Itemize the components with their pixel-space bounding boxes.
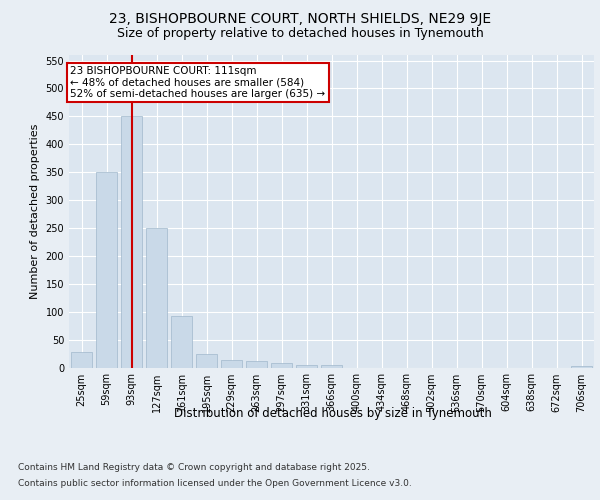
Text: 23 BISHOPBOURNE COURT: 111sqm
← 48% of detached houses are smaller (584)
52% of : 23 BISHOPBOURNE COURT: 111sqm ← 48% of d… <box>70 66 325 100</box>
Y-axis label: Number of detached properties: Number of detached properties <box>30 124 40 299</box>
Text: Distribution of detached houses by size in Tynemouth: Distribution of detached houses by size … <box>174 408 492 420</box>
Text: Size of property relative to detached houses in Tynemouth: Size of property relative to detached ho… <box>116 28 484 40</box>
Bar <box>571 366 592 368</box>
Bar <box>271 363 292 368</box>
Bar <box>96 172 117 368</box>
Text: Contains HM Land Registry data © Crown copyright and database right 2025.: Contains HM Land Registry data © Crown c… <box>18 464 370 472</box>
Bar <box>196 354 217 368</box>
Bar <box>246 362 267 368</box>
Bar <box>296 364 317 368</box>
Text: 23, BISHOPBOURNE COURT, NORTH SHIELDS, NE29 9JE: 23, BISHOPBOURNE COURT, NORTH SHIELDS, N… <box>109 12 491 26</box>
Bar <box>121 116 142 368</box>
Bar <box>221 360 242 368</box>
Bar <box>321 366 342 368</box>
Text: Contains public sector information licensed under the Open Government Licence v3: Contains public sector information licen… <box>18 478 412 488</box>
Bar <box>71 352 92 368</box>
Bar <box>171 316 192 368</box>
Bar <box>146 228 167 368</box>
